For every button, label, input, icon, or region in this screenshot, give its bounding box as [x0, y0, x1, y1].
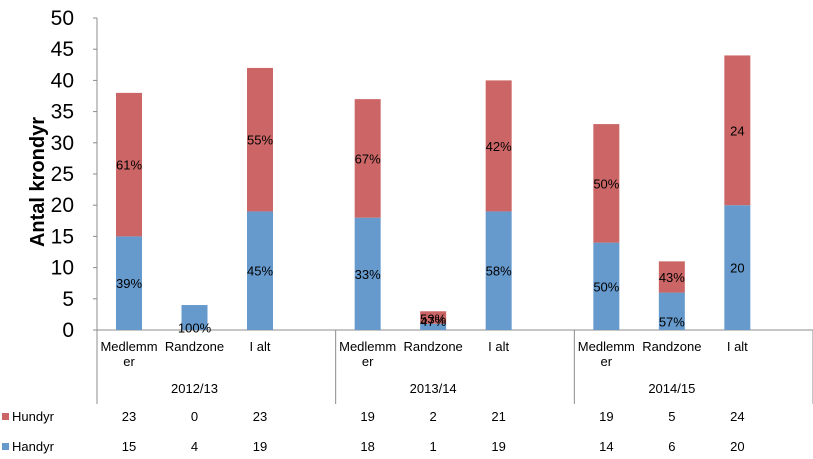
table-cell: 23 [253, 409, 267, 424]
axes [96, 18, 813, 331]
table-cell: 19 [599, 409, 613, 424]
x-category-label: Randzone [642, 339, 701, 354]
bar-label-handyr: 58% [486, 264, 512, 279]
table-cell: 2 [430, 409, 437, 424]
legend-key-handyr [2, 443, 9, 450]
bar-hundyr [593, 124, 620, 243]
table-cell: 19 [360, 409, 374, 424]
y-axis-ticks: 0 5 10 15 20 25 30 35 40 45 50 [51, 7, 97, 342]
x-category-label: Medlemm [339, 339, 396, 354]
y-tick-label: 5 [62, 288, 74, 311]
x-category-label: Randzone [404, 339, 463, 354]
bar-label-hundyr: 24 [730, 123, 744, 138]
legend-label: Handyr [12, 439, 55, 454]
bar-handyr [593, 242, 620, 330]
x-category-label: er [123, 354, 135, 369]
y-tick-label: 50 [51, 7, 74, 30]
bar-label-handyr: 47% [420, 314, 446, 329]
bar-label-handyr: 33% [355, 267, 381, 282]
bar-label-hundyr: 43% [659, 270, 685, 285]
x-category-label: I alt [488, 339, 509, 354]
bar-label-hundyr: 55% [247, 133, 273, 148]
x-axis-groups: 2012/13 2013/14 2014/15 [96, 330, 813, 404]
data-table: Hundyr 23 0 23 19 2 21 19 5 24 Handyr 15 4 19 18 1 19 14 6… [2, 409, 745, 454]
y-tick-label: 25 [51, 163, 74, 186]
bar-handyr [485, 211, 512, 330]
x-group-label: 2013/14 [410, 381, 457, 396]
y-axis-title: Antal krondyr [27, 117, 49, 247]
bar-hundyr [485, 80, 512, 212]
y-axis-label: Antal krondyr [27, 117, 49, 247]
table-cell: 0 [191, 409, 198, 424]
bar-label-hundyr: 53% [420, 311, 446, 326]
bar-label-handyr: 39% [116, 276, 142, 291]
bar-hundyr [724, 55, 751, 206]
table-cell: 20 [730, 439, 744, 454]
y-tick-label: 45 [51, 38, 74, 61]
bar-label-handyr: 100% [178, 321, 212, 336]
table-cell: 14 [599, 439, 613, 454]
table-cell: 4 [191, 439, 198, 454]
bar-label-hundyr: 67% [355, 151, 381, 166]
y-tick-label: 10 [51, 257, 74, 280]
x-category-label: I alt [727, 339, 748, 354]
bar-label-hundyr: 42% [486, 139, 512, 154]
bar-handyr [658, 292, 685, 330]
bar-hundyr [420, 311, 447, 324]
bar-label-handyr: 57% [659, 314, 685, 329]
table-cell: 23 [122, 409, 136, 424]
bar-handyr [724, 205, 751, 330]
table-cell: 5 [668, 409, 675, 424]
table-cell: 15 [122, 439, 136, 454]
y-tick-label: 15 [51, 225, 74, 248]
table-cell: 1 [430, 439, 437, 454]
x-group-label: 2012/13 [171, 381, 218, 396]
bar-hundyr [116, 92, 142, 237]
x-category-label: I alt [250, 339, 271, 354]
table-cell: 19 [253, 439, 267, 454]
bar-label-handyr: 45% [247, 264, 273, 279]
legend-key-hundyr [2, 413, 9, 420]
bar-label-handyr: 20 [730, 261, 744, 276]
legend-label: Hundyr [12, 409, 55, 424]
table-cell: 19 [491, 439, 505, 454]
bar-handyr [247, 211, 273, 330]
y-tick-label: 35 [51, 101, 74, 124]
bar-handyr [420, 323, 447, 330]
x-category-label: er [362, 354, 374, 369]
y-tick-label: 30 [51, 132, 74, 155]
y-tick-label: 20 [51, 194, 74, 217]
table-cell: 21 [491, 409, 505, 424]
x-category-label: Medlemm [100, 339, 157, 354]
bar-hundyr [247, 67, 273, 212]
bar-hundyr [658, 261, 685, 293]
y-tick-label: 0 [62, 319, 74, 342]
table-cell: 24 [730, 409, 744, 424]
bar-handyr [116, 236, 142, 330]
x-group-label: 2014/15 [648, 381, 695, 396]
bar-handyr [181, 305, 208, 330]
table-cell: 6 [668, 439, 675, 454]
bar-label-handyr: 50% [593, 279, 619, 294]
x-category-label: Medlemm [578, 339, 635, 354]
x-category-label: er [601, 354, 613, 369]
bars [116, 55, 751, 330]
bar-handyr [354, 217, 381, 330]
y-tick-label: 40 [51, 69, 74, 92]
bar-label-hundyr: 61% [116, 158, 142, 173]
bar-hundyr [354, 99, 381, 218]
x-category-label: Randzone [165, 339, 224, 354]
bar-label-hundyr: 50% [593, 176, 619, 191]
table-cell: 18 [360, 439, 374, 454]
bar-labels: 39% 61% 100% 45% 55% 33% 67% 47%53% 58% 42% 50% 50%… [116, 123, 745, 335]
